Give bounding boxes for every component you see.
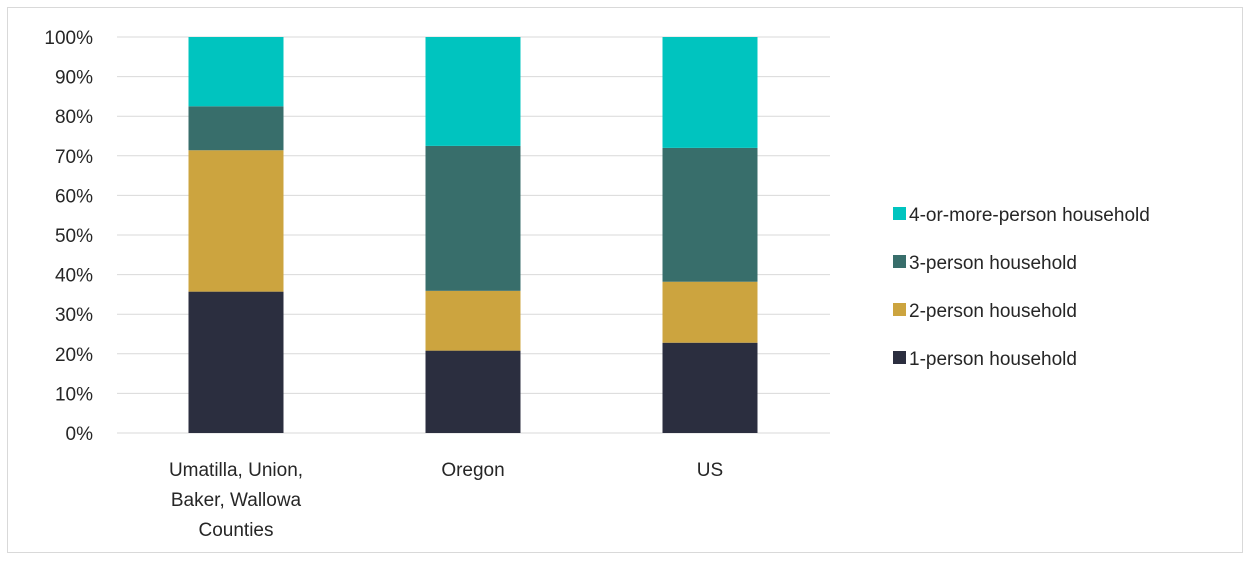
legend: 4-or-more-person household 3-person house…	[893, 205, 1150, 370]
legend-label: 3-person household	[909, 253, 1077, 274]
legend-label: 4-or-more-person household	[909, 205, 1150, 226]
legend-swatch	[893, 207, 906, 220]
x-axis-category-labels: Umatilla, Union, Baker, Wallowa Counties Or…	[169, 460, 723, 541]
bar-segment	[425, 145, 521, 291]
y-tick-label: 40%	[55, 266, 93, 287]
bar-segment	[662, 147, 758, 282]
x-category-label: US	[697, 460, 723, 481]
bars	[188, 37, 758, 433]
bar-segment	[425, 290, 521, 351]
y-tick-label: 70%	[55, 147, 93, 168]
y-tick-label: 10%	[55, 384, 93, 405]
bar-segment	[188, 291, 284, 433]
y-tick-label: 50%	[55, 226, 93, 247]
y-tick-label: 60%	[55, 186, 93, 207]
bar-segment	[188, 150, 284, 292]
legend-swatch	[893, 351, 906, 364]
legend-swatch	[893, 303, 906, 316]
x-category-label: Oregon	[441, 460, 504, 481]
bar-segment	[425, 350, 521, 433]
bar-segment	[662, 281, 758, 343]
y-tick-label: 80%	[55, 107, 93, 128]
x-category-label: Umatilla, Union,	[169, 460, 303, 481]
bar-segment	[188, 106, 284, 151]
y-tick-label: 100%	[44, 28, 93, 49]
bar-segment	[425, 37, 521, 146]
bar-segment	[662, 37, 758, 148]
y-tick-label: 30%	[55, 305, 93, 326]
y-axis-tick-labels: 0% 10% 20% 30% 40% 50% 60% 70% 80% 90% 100%	[44, 28, 93, 445]
bar-segment	[188, 37, 284, 107]
legend-swatch	[893, 255, 906, 268]
x-category-label: Counties	[199, 520, 274, 541]
y-tick-label: 0%	[66, 424, 94, 445]
y-tick-label: 20%	[55, 345, 93, 366]
x-category-label: Baker, Wallowa	[171, 490, 302, 511]
legend-label: 1-person household	[909, 349, 1077, 370]
legend-label: 2-person household	[909, 301, 1077, 322]
y-tick-label: 90%	[55, 68, 93, 89]
bar-segment	[662, 342, 758, 433]
